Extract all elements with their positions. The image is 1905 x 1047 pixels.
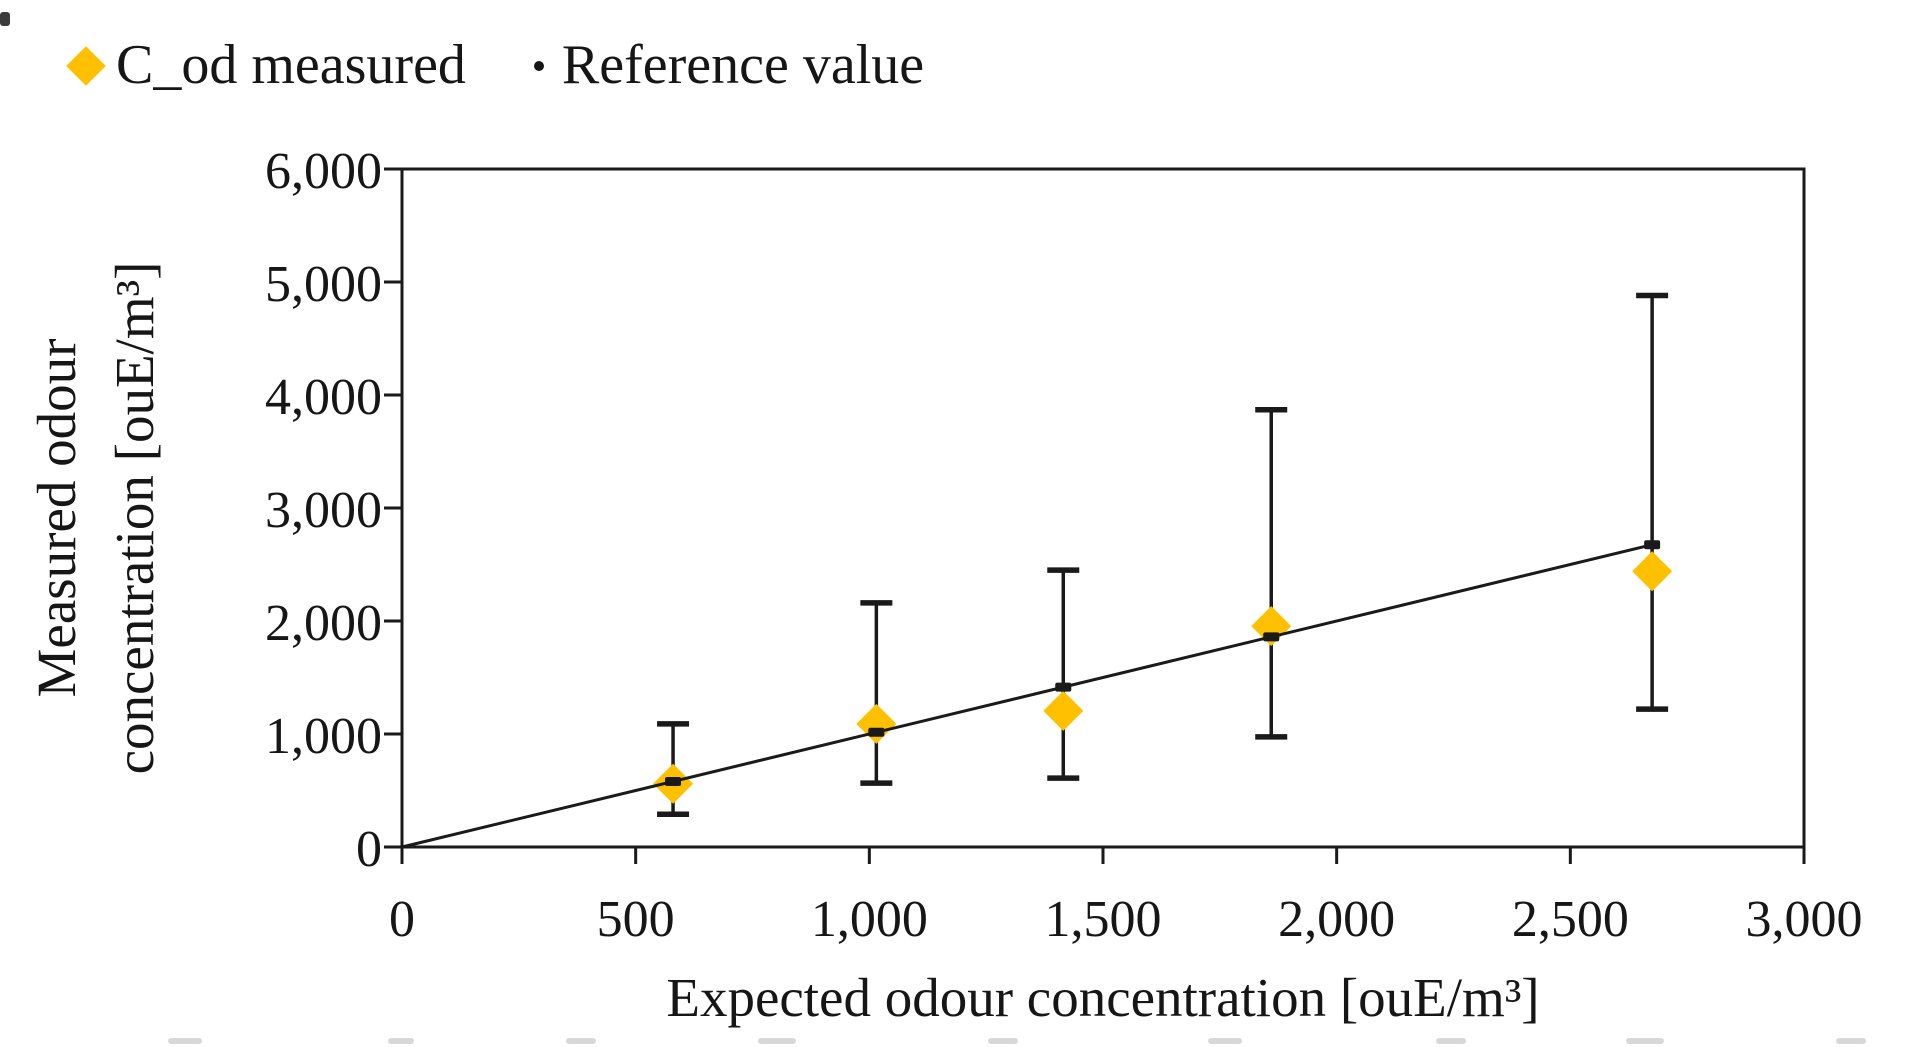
x-axis-title: Expected odour concentration [ouE/m³] — [666, 967, 1540, 1028]
reference-marker — [1055, 682, 1072, 692]
x-tick-label: 3,000 — [1746, 891, 1863, 948]
reference-marker — [868, 727, 885, 737]
data-point-diamond — [1251, 606, 1292, 647]
x-tick-label: 500 — [597, 891, 675, 948]
data-point-diamond — [1043, 690, 1084, 731]
legend-diamond-icon — [66, 45, 106, 86]
y-axis-title-line-2: concentration [ouE/m³] — [104, 261, 165, 775]
y-tick-label: 0 — [356, 821, 382, 878]
page-artifact-edge-mark — [0, 12, 10, 26]
page-artifact-mark — [988, 1038, 1018, 1044]
plot-frame — [400, 167, 1806, 849]
reference-marker — [665, 776, 682, 786]
y-tick-label: 5,000 — [265, 256, 382, 313]
page-artifact-mark — [758, 1038, 796, 1044]
page-artifact-mark — [566, 1038, 596, 1044]
page-artifact-mark — [1208, 1038, 1242, 1044]
reference-marker — [1644, 540, 1661, 550]
x-tick-label: 2,000 — [1278, 891, 1395, 948]
y-tick-label: 1,000 — [265, 708, 382, 765]
legend-label-cod-measured: C_od measured — [116, 34, 466, 96]
x-tick-label: 2,500 — [1512, 891, 1629, 948]
y-tick-label: 2,000 — [265, 595, 382, 652]
x-tick-label: 1,000 — [811, 891, 928, 948]
legend-label-reference-value: Reference value — [561, 34, 925, 96]
data-point-diamond — [1632, 551, 1673, 592]
legend-item-cod-measured: C_od measured — [66, 32, 466, 99]
legend-item-reference-value: Reference value — [533, 32, 925, 99]
y-axis-title: Measured odour concentration [ouE/m³] — [18, 262, 174, 775]
y-axis-title-line-1: Measured odour — [25, 338, 87, 698]
y-tick-label: 4,000 — [265, 369, 382, 426]
x-tick-label: 1,500 — [1045, 891, 1162, 948]
page-artifact-mark — [388, 1038, 414, 1044]
data-point-diamond — [856, 703, 897, 744]
y-tick-label: 3,000 — [265, 482, 382, 539]
reference-line — [401, 543, 1653, 849]
chart-legend: C_od measured Reference value — [66, 32, 924, 99]
x-tick-label: 0 — [389, 891, 415, 948]
y-tick-label: 6,000 — [265, 143, 382, 200]
page-artifact-mark — [1836, 1038, 1866, 1044]
legend-dot-icon — [533, 60, 544, 71]
page-artifact-mark — [1626, 1038, 1664, 1044]
page-artifact-mark — [1436, 1038, 1466, 1044]
reference-marker — [1263, 632, 1280, 642]
page-artifact-mark — [168, 1038, 202, 1044]
